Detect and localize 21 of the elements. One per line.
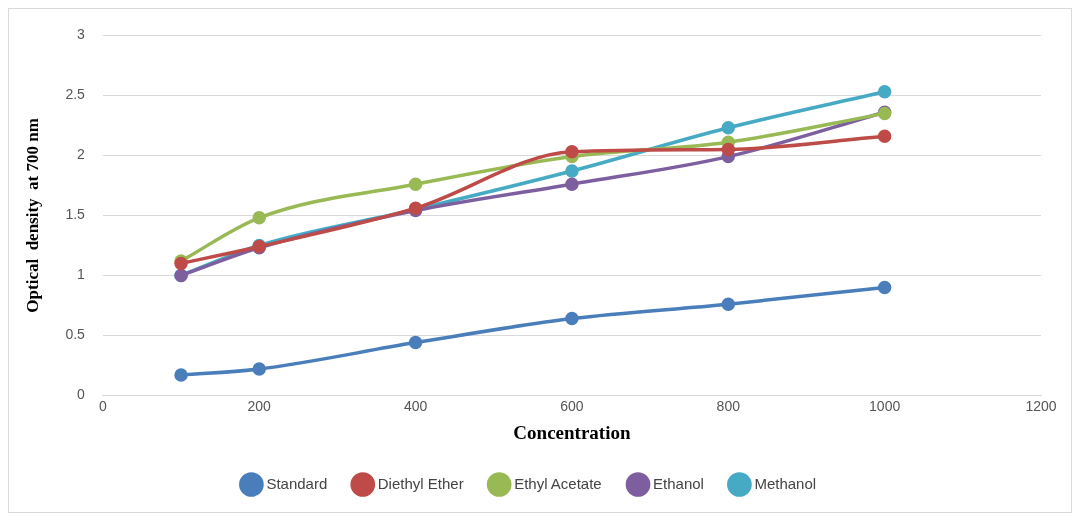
y-tick-label: 2.5 <box>65 86 86 103</box>
x-tick-label: 0 <box>98 397 107 414</box>
legend-label: Standard <box>266 474 328 492</box>
x-tick-label: 1000 <box>869 397 901 414</box>
legend-label: Ethyl Acetate <box>514 474 602 492</box>
y-tick-label: 2 <box>77 146 86 163</box>
x-tick-label: 600 <box>560 397 584 414</box>
legend-label: Ethanol <box>653 474 704 492</box>
x-tick-label: 800 <box>716 397 741 414</box>
y-tick-label: 1.5 <box>65 206 86 223</box>
y-tick-label: 3 <box>77 26 86 43</box>
y-axis-title: Optical density at 700 nm <box>22 118 42 313</box>
y-tick-label: 0.5 <box>65 326 86 343</box>
legend-label: Methanol <box>754 474 817 492</box>
x-tick-label: 200 <box>247 397 272 414</box>
x-tick-label: 400 <box>403 397 428 414</box>
legend-label: Diethyl Ether <box>377 474 464 492</box>
x-axis-title: Concentration <box>513 421 631 443</box>
y-tick-label: 0 <box>77 386 86 403</box>
y-tick-label: 1 <box>77 266 86 283</box>
x-tick-label: 1200 <box>1025 397 1057 414</box>
